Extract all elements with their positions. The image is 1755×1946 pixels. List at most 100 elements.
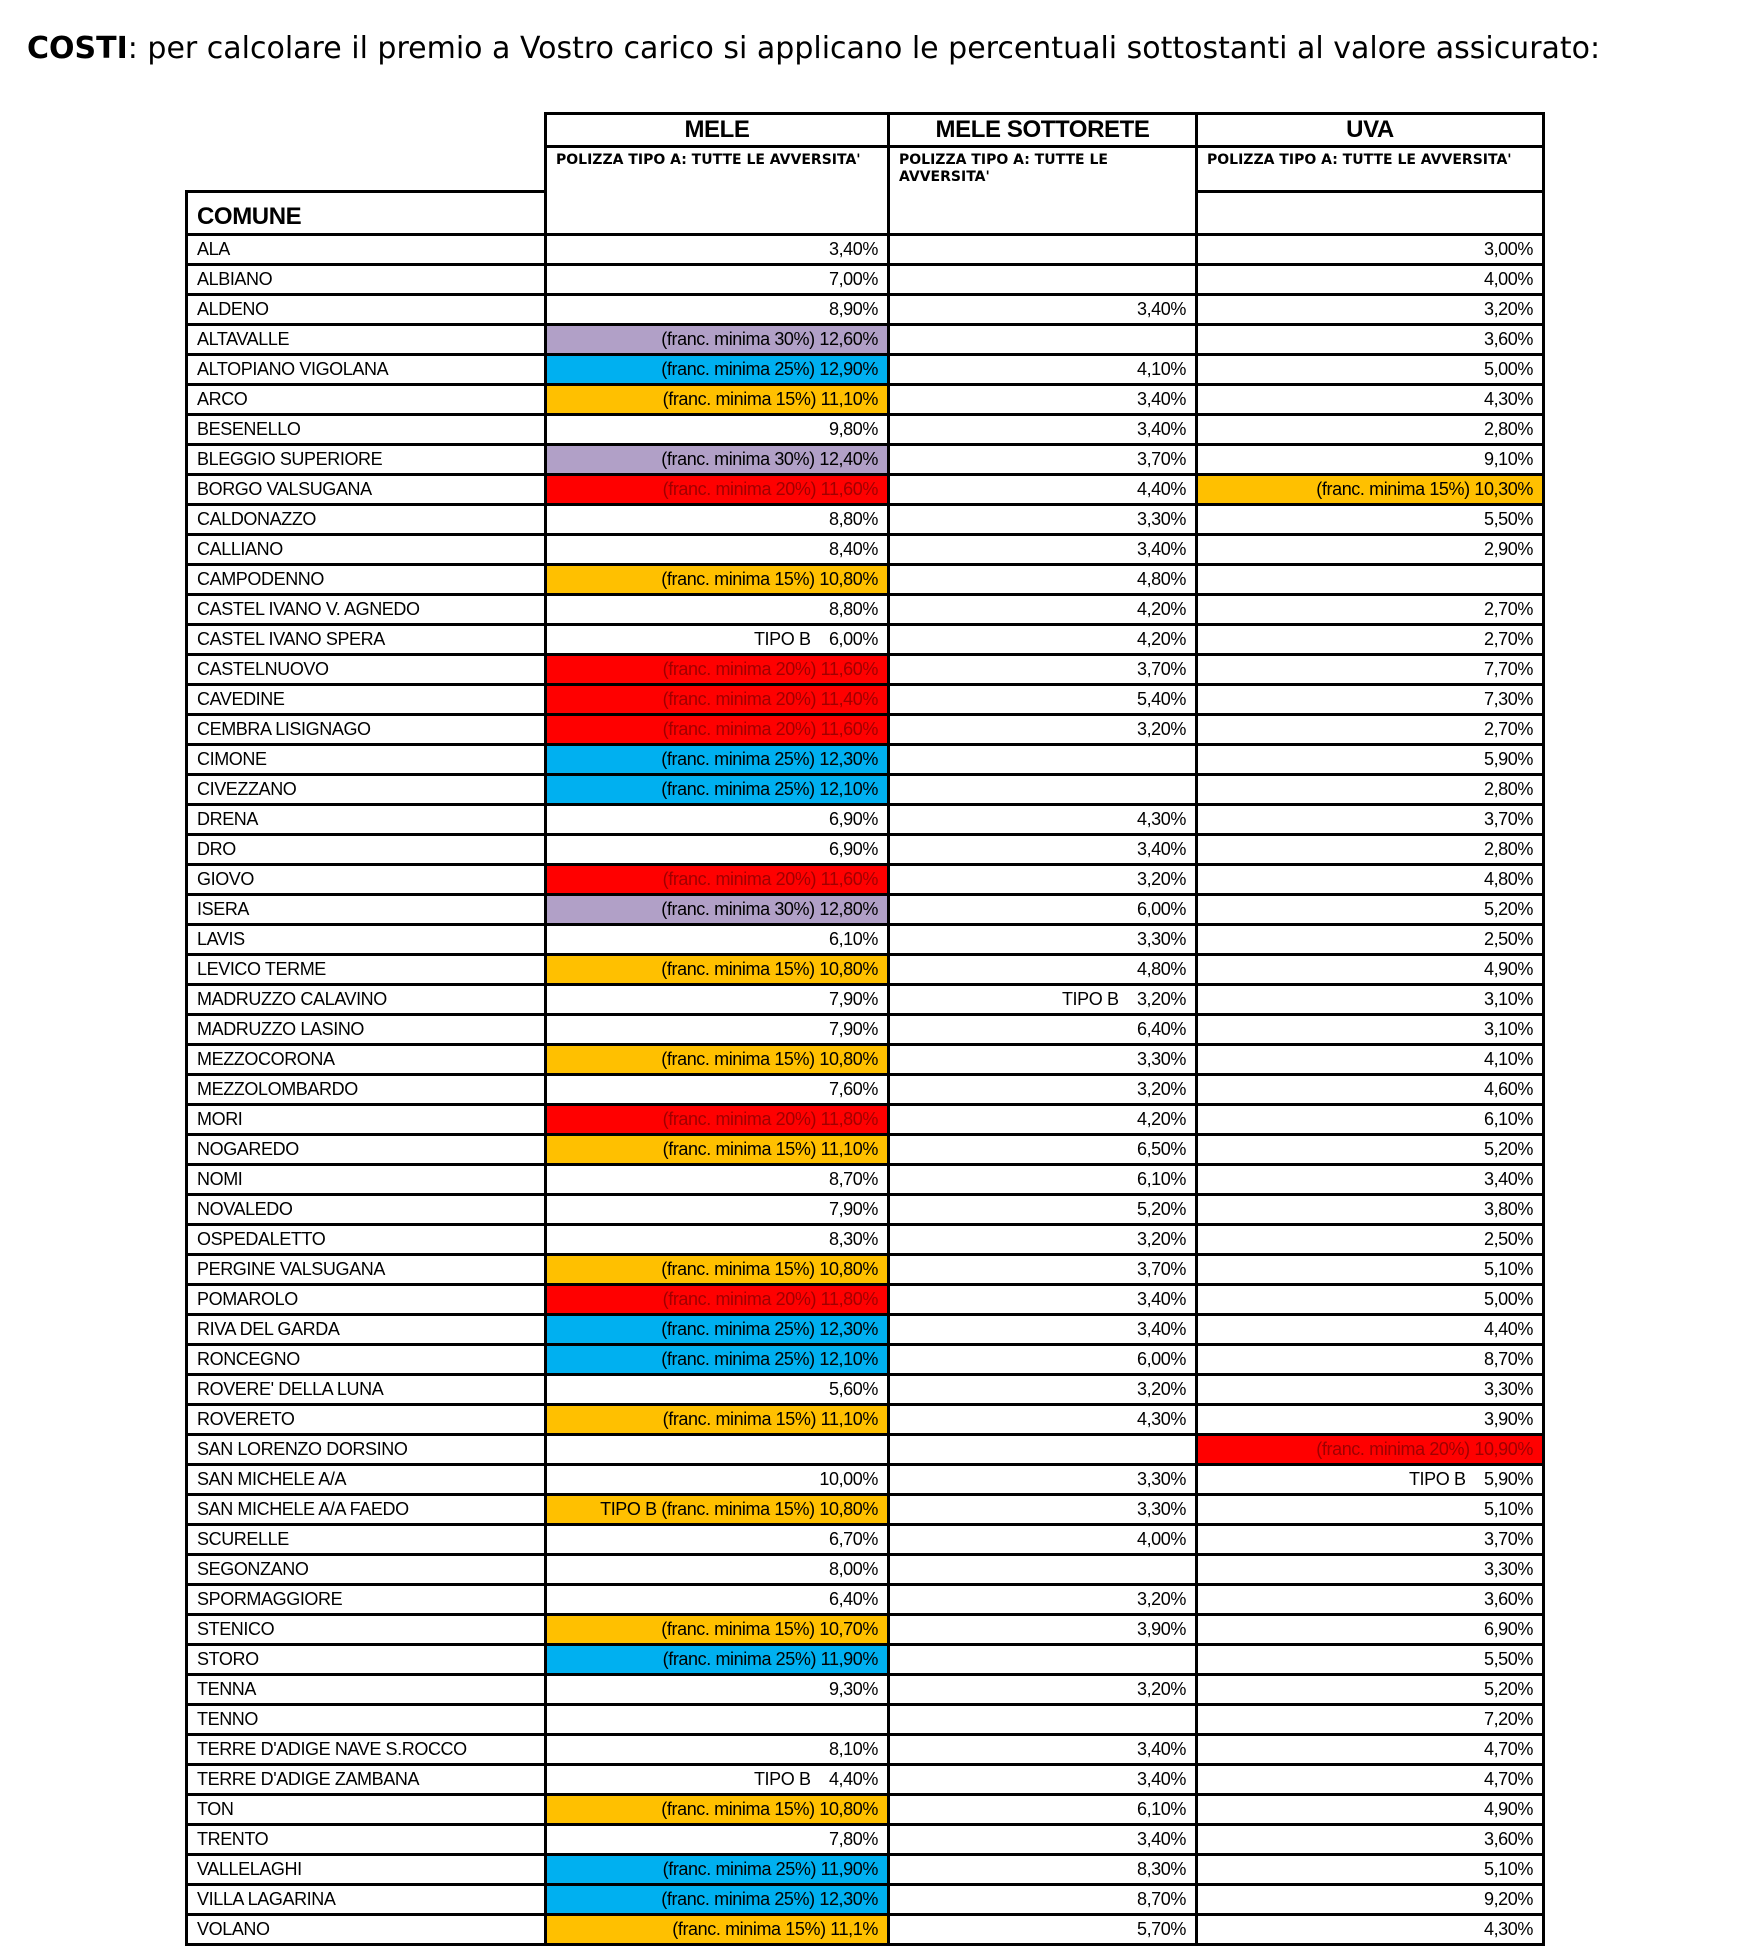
column-header-uva: UVA — [1195, 112, 1545, 148]
uva-cell: 2,50% — [1195, 923, 1545, 956]
mele-cell: (franc. minima 30%) 12,80% — [544, 893, 890, 926]
uva-cell: 5,20% — [1195, 893, 1545, 926]
mele-cell: (franc. minima 15%) 11,10% — [544, 1403, 890, 1436]
uva-cell: 2,70% — [1195, 713, 1545, 746]
table-row: ISERA (franc. minima 30%) 12,80% 6,00% 5,20… — [185, 893, 1545, 926]
mele-cell: (franc. minima 15%) 11,10% — [544, 1133, 890, 1166]
mele-cell: (franc. minima 20%) 11,60% — [544, 473, 890, 506]
uva-cell: 3,70% — [1195, 1523, 1545, 1556]
mele-cell — [544, 1703, 890, 1736]
mele-sottorete-cell: 4,00% — [887, 1523, 1198, 1556]
comune-cell: TERRE D'ADIGE NAVE S.ROCCO — [185, 1733, 547, 1766]
intro-paragraph: COSTI: per calcolare il premio a Vostro … — [27, 28, 1657, 70]
comune-cell: CEMBRA LISIGNAGO — [185, 713, 547, 746]
table-row: TERRE D'ADIGE ZAMBANA TIPO B 4,40% 3,40% 4,… — [185, 1763, 1545, 1796]
uva-cell: 4,30% — [1195, 1913, 1545, 1946]
mele-cell: 8,30% — [544, 1223, 890, 1256]
column-header-mele: MELE — [544, 112, 890, 148]
uva-cell: 4,90% — [1195, 1793, 1545, 1826]
mele-cell: 6,90% — [544, 803, 890, 836]
comune-cell: NOMI — [185, 1163, 547, 1196]
comune-cell: ISERA — [185, 893, 547, 926]
table-row: STENICO (franc. minima 15%) 10,70% 3,90% 6,… — [185, 1613, 1545, 1646]
table-row: ALDENO 8,90% 3,40% 3,20% — [185, 293, 1545, 326]
uva-cell: 4,80% — [1195, 863, 1545, 896]
table-row: POMAROLO (franc. minima 20%) 11,80% 3,40% 5… — [185, 1283, 1545, 1316]
comune-cell: BORGO VALSUGANA — [185, 473, 547, 506]
mele-cell: TIPO B 6,00% — [544, 623, 890, 656]
comune-cell: ALBIANO — [185, 263, 547, 296]
table-row: DRENA 6,90% 4,30% 3,70% — [185, 803, 1545, 836]
uva-cell: 7,30% — [1195, 683, 1545, 716]
uva-cell: 5,10% — [1195, 1853, 1545, 1886]
comune-cell: NOVALEDO — [185, 1193, 547, 1226]
comune-cell: ARCO — [185, 383, 547, 416]
comune-cell: ROVERE' DELLA LUNA — [185, 1373, 547, 1406]
uva-cell — [1195, 563, 1545, 596]
table-row: CAMPODENNO (franc. minima 15%) 10,80% 4,80… — [185, 563, 1545, 596]
comune-cell: SAN LORENZO DORSINO — [185, 1433, 547, 1466]
mele-sottorete-cell: 8,70% — [887, 1883, 1198, 1916]
uva-cell: 2,70% — [1195, 593, 1545, 626]
mele-sottorete-cell: 5,40% — [887, 683, 1198, 716]
comune-cell: DRO — [185, 833, 547, 866]
empty-header-cell — [1195, 190, 1545, 236]
mele-cell: 7,90% — [544, 983, 890, 1016]
mele-cell: TIPO B (franc. minima 15%) 10,80% — [544, 1493, 890, 1526]
table-row: RONCEGNO (franc. minima 25%) 12,10% 6,00% 8… — [185, 1343, 1545, 1376]
mele-sottorete-cell: 3,40% — [887, 533, 1198, 566]
table-row: TENNA 9,30% 3,20% 5,20% — [185, 1673, 1545, 1706]
column-header-mele-sottorete: MELE SOTTORETE — [887, 112, 1198, 148]
comune-cell: POMAROLO — [185, 1283, 547, 1316]
mele-cell: (franc. minima 15%) 10,80% — [544, 953, 890, 986]
table-row: NOMI 8,70% 6,10% 3,40% — [185, 1163, 1545, 1196]
uva-cell: 7,20% — [1195, 1703, 1545, 1736]
policy-subheader-mele: POLIZZA TIPO A: TUTTE LE AVVERSITA' — [544, 145, 890, 236]
uva-cell: 3,20% — [1195, 293, 1545, 326]
table-row: SEGONZANO 8,00% 3,30% — [185, 1553, 1545, 1586]
mele-cell: (franc. minima 25%) 11,90% — [544, 1643, 890, 1676]
uva-cell: 4,10% — [1195, 1043, 1545, 1076]
uva-cell: 9,20% — [1195, 1883, 1545, 1916]
uva-cell: 4,40% — [1195, 1313, 1545, 1346]
comune-cell: SCURELLE — [185, 1523, 547, 1556]
table-row: BLEGGIO SUPERIORE (franc. minima 30%) 12,… — [185, 443, 1545, 476]
table-row: CALLIANO 8,40% 3,40% 2,90% — [185, 533, 1545, 566]
table-row: RIVA DEL GARDA (franc. minima 25%) 12,30%… — [185, 1313, 1545, 1346]
uva-cell: 2,50% — [1195, 1223, 1545, 1256]
comune-cell: CIMONE — [185, 743, 547, 776]
mele-sottorete-cell: 6,40% — [887, 1013, 1198, 1046]
mele-sottorete-cell: 3,90% — [887, 1613, 1198, 1646]
mele-sottorete-cell: 4,80% — [887, 563, 1198, 596]
table-row: TENNO 7,20% — [185, 1703, 1545, 1736]
mele-cell: (franc. minima 20%) 11,80% — [544, 1283, 890, 1316]
mele-sottorete-cell — [887, 323, 1198, 356]
uva-cell: 8,70% — [1195, 1343, 1545, 1376]
mele-cell: (franc. minima 15%) 11,1% — [544, 1913, 890, 1946]
table-row: ALTAVALLE (franc. minima 30%) 12,60% 3,60% — [185, 323, 1545, 356]
comune-cell: DRENA — [185, 803, 547, 836]
comune-cell: CAVEDINE — [185, 683, 547, 716]
uva-cell: (franc. minima 20%) 10,90% — [1195, 1433, 1545, 1466]
uva-cell: TIPO B 5,90% — [1195, 1463, 1545, 1496]
mele-cell: (franc. minima 30%) 12,40% — [544, 443, 890, 476]
mele-sottorete-cell: 3,40% — [887, 1823, 1198, 1856]
uva-cell: 5,20% — [1195, 1133, 1545, 1166]
mele-cell: (franc. minima 15%) 10,80% — [544, 1253, 890, 1286]
mele-cell: 8,80% — [544, 593, 890, 626]
uva-cell: 2,70% — [1195, 623, 1545, 656]
mele-sottorete-cell: 6,00% — [887, 1343, 1198, 1376]
comune-cell: ALTAVALLE — [185, 323, 547, 356]
mele-cell: (franc. minima 15%) 10,80% — [544, 563, 890, 596]
uva-cell: 2,80% — [1195, 773, 1545, 806]
uva-cell: 6,90% — [1195, 1613, 1545, 1646]
mele-sottorete-cell: 8,30% — [887, 1853, 1198, 1886]
mele-cell: 8,90% — [544, 293, 890, 326]
mele-cell: 3,40% — [544, 233, 890, 266]
mele-sottorete-cell: 3,70% — [887, 1253, 1198, 1286]
table-row: MEZZOLOMBARDO 7,60% 3,20% 4,60% — [185, 1073, 1545, 1106]
comune-cell: SAN MICHELE A/A — [185, 1463, 547, 1496]
table-row: GIOVO (franc. minima 20%) 11,60% 3,20% 4,80… — [185, 863, 1545, 896]
uva-cell: 3,30% — [1195, 1553, 1545, 1586]
mele-cell: 8,10% — [544, 1733, 890, 1766]
